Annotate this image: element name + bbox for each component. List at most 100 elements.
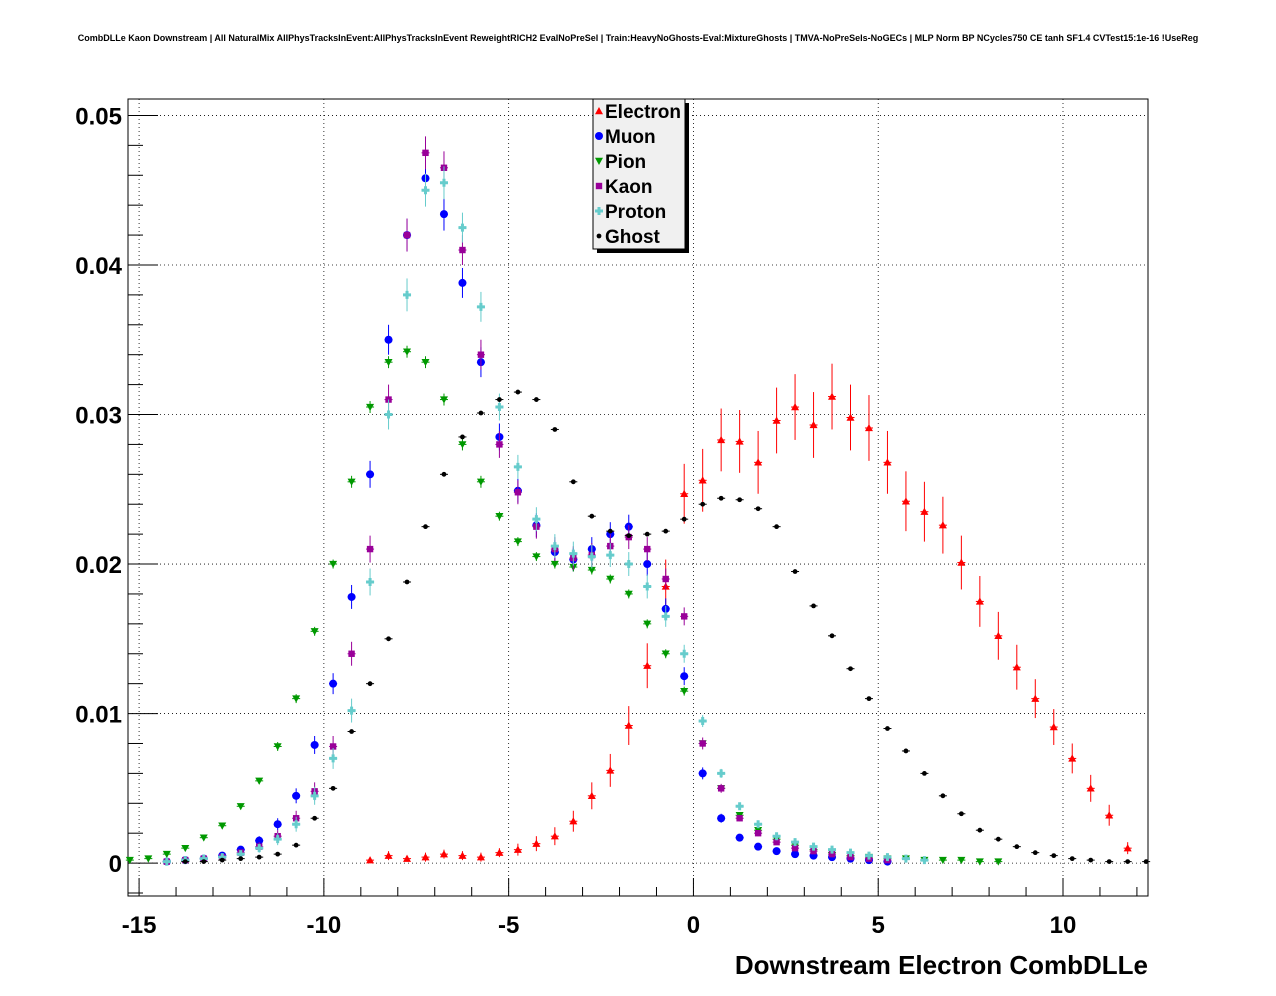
marker [717, 785, 725, 792]
data-point [772, 838, 781, 846]
data-point [643, 574, 652, 599]
data-point [791, 374, 800, 440]
marker [809, 420, 818, 429]
data-point [273, 851, 282, 857]
data-point [181, 844, 190, 853]
marker [181, 844, 190, 853]
data-point [901, 748, 910, 754]
series-kaon [162, 136, 892, 865]
data-point [791, 569, 800, 574]
marker [310, 791, 319, 800]
marker [515, 389, 521, 395]
data-point [347, 641, 356, 666]
marker [439, 210, 448, 219]
data-point [366, 681, 375, 687]
x-tick-label: -15 [122, 912, 157, 939]
marker [458, 441, 467, 449]
marker [901, 854, 910, 863]
data-point [569, 541, 578, 566]
y-tick-label: 0 [109, 851, 122, 878]
marker [329, 754, 338, 763]
marker [792, 569, 798, 574]
data-point [624, 589, 633, 599]
marker [754, 820, 763, 829]
data-point [1068, 743, 1077, 774]
data-point [218, 822, 227, 830]
data-point [236, 803, 245, 811]
series-group [125, 136, 1151, 866]
data-point [218, 857, 227, 863]
data-point [717, 813, 726, 823]
data-point [828, 363, 837, 430]
data-point [883, 430, 892, 494]
data-point [809, 603, 818, 609]
marker [995, 836, 1001, 842]
data-point [255, 836, 264, 846]
data-point [587, 544, 596, 569]
marker [275, 851, 281, 857]
data-point [236, 856, 245, 862]
marker [1068, 754, 1077, 762]
data-point [255, 854, 264, 860]
marker [569, 817, 578, 825]
data-point [347, 584, 356, 609]
marker [255, 777, 264, 785]
marker [550, 542, 559, 551]
legend-entry-electron: Electron [595, 102, 681, 123]
marker [1051, 853, 1057, 859]
marker [513, 538, 522, 546]
marker [513, 462, 522, 471]
marker [532, 553, 541, 561]
marker [920, 507, 929, 515]
data-point [883, 853, 892, 862]
data-point [680, 686, 689, 696]
data-point [717, 408, 726, 472]
marker [699, 740, 706, 747]
marker [1032, 850, 1038, 856]
marker [182, 859, 188, 865]
marker [422, 149, 429, 157]
data-point [366, 535, 375, 563]
data-point [513, 480, 522, 505]
marker [366, 470, 375, 479]
marker [624, 590, 633, 598]
marker [458, 278, 467, 287]
data-point [1105, 804, 1114, 826]
data-point [957, 811, 966, 817]
marker [846, 848, 855, 857]
marker [811, 603, 816, 609]
marker [883, 458, 892, 466]
marker [476, 853, 485, 861]
marker [255, 836, 264, 845]
marker [236, 850, 245, 859]
data-point [366, 856, 375, 864]
data-point [458, 267, 467, 298]
x-axis-label: Downstream Electron CombDLLe [735, 950, 1148, 980]
data-point [532, 507, 541, 532]
x-tick-label: 0 [687, 912, 700, 939]
marker [940, 793, 946, 799]
data-point [624, 533, 633, 539]
data-point [384, 356, 393, 369]
marker [736, 815, 743, 822]
data-point [606, 528, 615, 534]
marker [478, 410, 484, 416]
data-point [938, 496, 947, 554]
marker [735, 833, 744, 842]
data-point [439, 197, 448, 231]
marker [312, 815, 318, 821]
marker [717, 435, 726, 444]
data-point [994, 858, 1003, 866]
data-point [920, 856, 929, 865]
data-point [957, 535, 966, 590]
data-point [754, 820, 763, 829]
marker [606, 766, 615, 774]
data-point [1049, 709, 1058, 745]
marker [975, 597, 984, 605]
marker [1012, 663, 1021, 671]
marker [570, 479, 576, 485]
y-tick-label: 0.03 [75, 403, 122, 430]
data-point [772, 832, 781, 841]
data-point [403, 218, 412, 252]
legend-label: Muon [605, 127, 656, 148]
